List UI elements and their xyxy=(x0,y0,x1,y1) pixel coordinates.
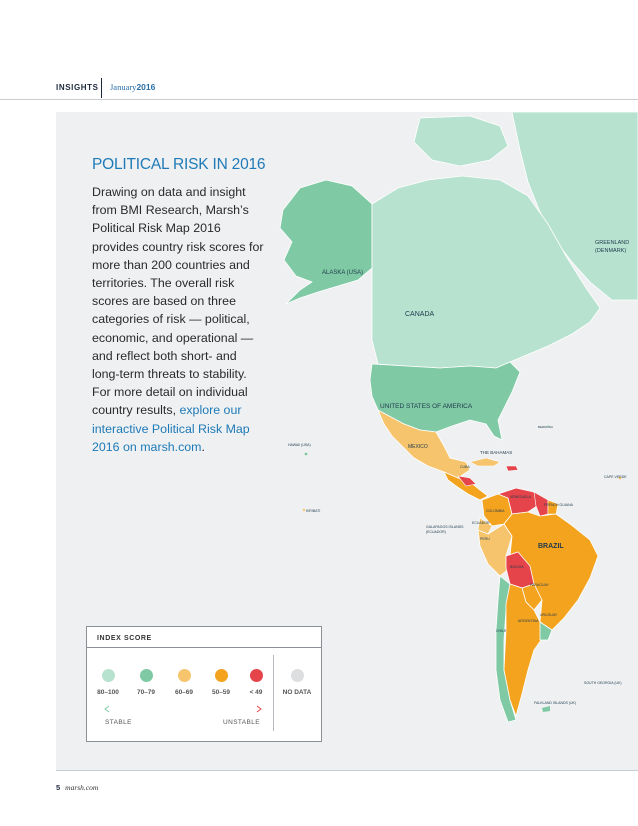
region-bermuda xyxy=(547,425,549,427)
issue-year: 2016 xyxy=(136,82,156,92)
legend-swatch-below-49 xyxy=(250,669,263,682)
map-label-south-georgia: SOUTH GEORGIA (UK) xyxy=(584,681,622,685)
region-cuba xyxy=(469,457,501,467)
interactive-map-link[interactable]: explore our interactive Political Risk M… xyxy=(92,403,250,454)
page-title: POLITICAL RISK IN 2016 xyxy=(92,156,266,173)
legend-stable-label: STABLE xyxy=(105,719,132,726)
map-label-venezuela: VENEZUELA xyxy=(510,495,531,499)
page-header: INSIGHTS January2016 xyxy=(0,78,638,100)
map-label-kiribati: KIRIBATI xyxy=(306,509,320,513)
map-label-cape-verde: CAPE VERDE xyxy=(604,475,627,479)
page-footer: 5 marsh.com xyxy=(56,783,98,792)
issue-date: January2016 xyxy=(110,82,155,92)
map-label-bolivia: BOLIVIA xyxy=(510,565,524,569)
legend-swatch-80-100 xyxy=(102,669,115,682)
region-venezuela xyxy=(496,487,541,515)
region-mexico xyxy=(377,409,471,479)
region-greenland xyxy=(511,112,638,301)
legend-range-80-100: 80–100 xyxy=(97,689,119,696)
region-hispaniola xyxy=(505,465,519,472)
map-label-greenland: GREENLAND (DENMARK) xyxy=(595,240,629,254)
map-label-canada: CANADA xyxy=(405,311,435,318)
map-label-hawaii: HAWAII (USA) xyxy=(288,443,311,447)
header-divider xyxy=(101,78,102,98)
legend-unstable-label: UNSTABLE xyxy=(223,719,261,726)
region-canada-islands xyxy=(413,115,509,167)
map-label-bermuda: BERMUDA xyxy=(538,425,553,429)
region-guyana xyxy=(533,491,549,517)
stability-arrow xyxy=(104,705,262,713)
map-label-alaska: ALASKA (USA) xyxy=(322,270,363,276)
legend-swatch-60-69 xyxy=(178,669,191,682)
region-alaska xyxy=(279,179,373,305)
legend-title: INDEX SCORE xyxy=(97,635,152,642)
legend-divider xyxy=(273,655,274,731)
map-label-galapagos: GALAPAGOS ISLANDS (ECUADOR) xyxy=(426,525,464,534)
map-label-french-guiana: FRENCH GUIANA xyxy=(544,503,574,507)
footer-rule xyxy=(56,770,638,771)
map-label-ecuador: ECUADOR xyxy=(472,521,490,525)
issue-month: January xyxy=(110,82,137,92)
legend-no-data-label: NO DATA xyxy=(282,689,312,696)
legend-swatch-50-59 xyxy=(215,669,228,682)
intro-paragraph: Drawing on data and insight from BMI Res… xyxy=(92,183,267,456)
header-rule xyxy=(0,99,638,100)
region-honduras xyxy=(457,475,477,487)
page-number: 5 xyxy=(56,783,61,792)
region-kiribati xyxy=(302,508,306,512)
map-label-bahamas: THE BAHAMAS xyxy=(480,450,512,455)
index-score-legend: INDEX SCORE 80–100 70–79 60–69 50–59 < 4… xyxy=(86,626,322,742)
legend-rule xyxy=(87,647,321,648)
region-uruguay xyxy=(539,621,553,641)
legend-range-below-49: < 49 xyxy=(249,689,263,696)
region-falklands xyxy=(542,706,550,712)
region-hawaii xyxy=(304,452,308,456)
region-cape-verde xyxy=(618,476,622,480)
map-label-colombia: COLOMBIA xyxy=(486,509,505,513)
intro-text: Drawing on data and insight from BMI Res… xyxy=(92,185,264,418)
map-label-argentina: ARGENTINA xyxy=(518,619,539,623)
map-label-falklands: FALKLAND ISLANDS (UK) xyxy=(534,701,576,705)
legend-swatch-70-79 xyxy=(140,669,153,682)
section-label: INSIGHTS xyxy=(56,83,99,92)
map-label-uruguay: URUGUAY xyxy=(540,613,558,617)
legend-range-70-79: 70–79 xyxy=(136,689,156,696)
footer-site: marsh.com xyxy=(65,783,99,792)
map-label-usa: UNITED STATES OF AMERICA xyxy=(380,403,473,410)
map-label-cuba: CUBA xyxy=(460,465,470,469)
legend-swatch-no-data xyxy=(291,669,304,682)
map-label-paraguay: PARAGUAY xyxy=(530,583,550,587)
intro-end: . xyxy=(201,439,205,454)
political-risk-map: ALASKA (USA) CANADA GREENLAND (DENMARK) U… xyxy=(279,112,638,723)
map-label-brazil: BRAZIL xyxy=(538,543,564,550)
legend-range-60-69: 60–69 xyxy=(174,689,194,696)
map-label-mexico: MEXICO xyxy=(408,444,428,450)
map-label-chile: CHILE xyxy=(496,629,507,633)
map-label-peru: PERU xyxy=(480,537,490,541)
legend-range-50-59: 50–59 xyxy=(211,689,231,696)
region-argentina xyxy=(503,583,545,718)
